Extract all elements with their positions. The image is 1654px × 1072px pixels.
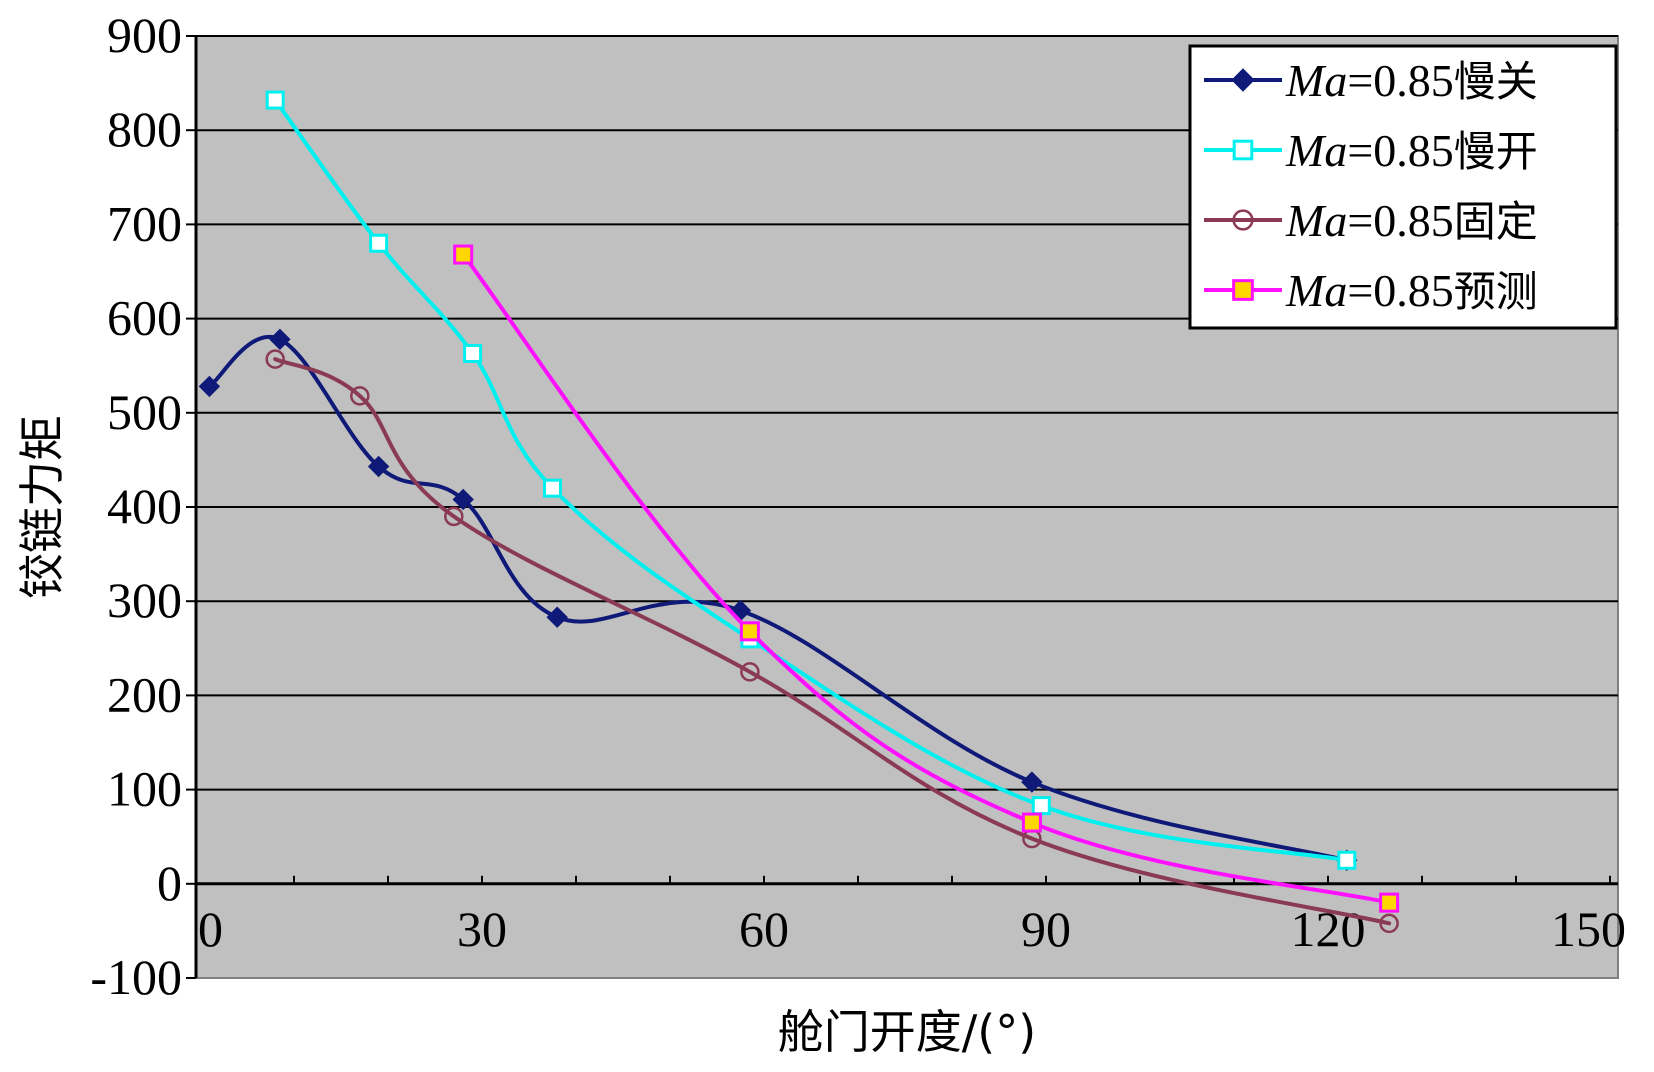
y-axis-title: 铰链力矩	[15, 415, 69, 599]
legend-label-value-2: =0.85	[1347, 125, 1453, 176]
series-1-point-4	[452, 488, 474, 511]
x-tick-labels: 0 30 60 90 120 150	[198, 875, 1626, 957]
x-tick-label-60: 60	[739, 901, 789, 957]
series-4-point-3	[1021, 812, 1042, 833]
legend-label-value-3: =0.85	[1347, 195, 1453, 246]
legend-swatch-marker-2	[1232, 139, 1254, 161]
y-tick-label-700: 700	[107, 195, 182, 251]
legend-label-value-4: =0.85	[1347, 265, 1453, 316]
y-tick-label-800: 800	[107, 101, 182, 157]
y-tick-label-400: 400	[107, 478, 182, 534]
y-tick-label-200: 200	[107, 666, 182, 722]
legend-item-4: Ma=0.85预测	[1204, 265, 1538, 316]
legend-label-italic-3: Ma	[1285, 195, 1347, 246]
y-tick-label-600: 600	[107, 290, 182, 346]
x-axis-title: 舱门开度/(°)	[778, 1005, 1036, 1059]
x-tick-label-90: 90	[1021, 901, 1071, 957]
series-3-point-6	[1379, 913, 1399, 934]
x-tick-label-30: 30	[457, 901, 507, 957]
series-2-point-4	[543, 478, 562, 498]
series-4-point-2	[739, 621, 760, 642]
series-4-line	[461, 252, 1392, 905]
legend-label-4: Ma=0.85预测	[1285, 265, 1538, 316]
legend-label-cjk-3: 固定	[1454, 197, 1538, 246]
legend-label-italic-4: Ma	[1285, 265, 1347, 316]
series-1-point-2	[269, 328, 291, 351]
y-tick-labels: -100 0 100 200 300 400 500 600 700 800 900	[90, 7, 196, 1005]
legend-label-2: Ma=0.85慢开	[1285, 125, 1538, 176]
series-group	[198, 90, 1400, 934]
series-2-point-6	[1031, 796, 1051, 816]
legend-item-1: Ma=0.85慢关	[1204, 55, 1538, 106]
y-tick-label-0: 0	[157, 855, 182, 911]
series-2-point-1	[265, 90, 285, 110]
legend-label-italic-2: Ma	[1285, 125, 1347, 176]
series-3-point-2	[350, 386, 370, 406]
series-1-point-7	[1021, 771, 1043, 793]
legend-label-cjk-1: 慢关	[1454, 57, 1538, 106]
series-2-point-2	[369, 233, 389, 253]
y-tick-label-900: 900	[107, 7, 182, 63]
series-1-point-3	[367, 455, 390, 478]
series-1-point-5	[546, 606, 568, 628]
legend-label-3: Ma=0.85固定	[1285, 195, 1538, 246]
legend-label-cjk-4: 预测	[1454, 267, 1538, 316]
legend-label-value-1: =0.85	[1347, 55, 1453, 106]
legend-item-3: Ma=0.85固定	[1204, 195, 1538, 246]
legend-item-2: Ma=0.85慢开	[1204, 125, 1538, 176]
x-tick-label-0: 0	[198, 901, 223, 957]
series-4-point-1	[453, 244, 474, 265]
series-4-point-4	[1379, 892, 1400, 913]
series-1-point-1	[198, 375, 221, 398]
series-4	[453, 244, 1400, 913]
series-3-line	[273, 357, 1392, 926]
legend-label-1: Ma=0.85慢关	[1285, 55, 1538, 106]
legend-swatch-marker-3	[1232, 209, 1254, 231]
y-tick-label-500: 500	[107, 384, 182, 440]
legend-label-cjk-2: 慢开	[1454, 127, 1538, 176]
legend-box	[1188, 44, 1618, 330]
series-3-point-3	[444, 506, 464, 527]
x-tick-label-150: 150	[1551, 901, 1626, 957]
y-tick-label--100: -100	[90, 949, 182, 1005]
y-tick-label-100: 100	[107, 761, 182, 817]
series-1	[198, 328, 1358, 871]
legend-label-italic-1: Ma	[1285, 55, 1347, 106]
legend-swatch-marker-1	[1231, 68, 1255, 92]
series-3-point-4	[740, 662, 760, 682]
series-3-point-1	[265, 349, 285, 369]
series-2-point-7	[1337, 850, 1357, 870]
series-2-point-3	[463, 343, 483, 363]
legend-swatch-marker-4	[1232, 279, 1254, 301]
y-tick-label-300: 300	[107, 572, 182, 628]
